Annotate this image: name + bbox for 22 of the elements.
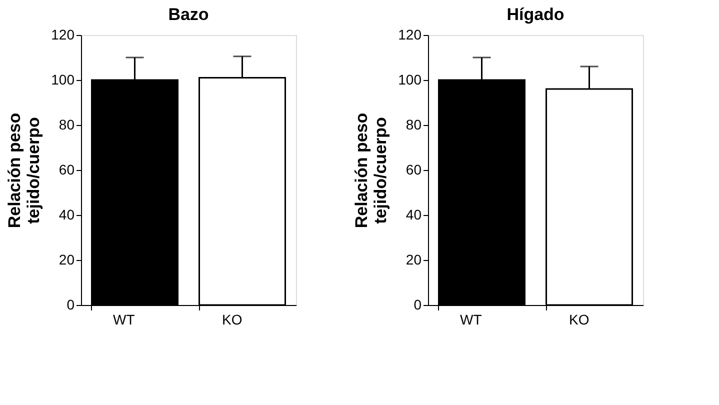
y-tick-label: 80 — [406, 116, 422, 132]
x-tick-label: KO — [222, 312, 242, 328]
x-tick-label: WT — [460, 312, 482, 328]
chart-title: Bazo — [168, 5, 209, 24]
y-tick-label: 20 — [58, 252, 75, 268]
y-tick-label: 80 — [58, 116, 75, 132]
y-tick-label: 60 — [406, 162, 422, 178]
y-tick-label: 0 — [414, 296, 422, 312]
y-tick-label: 40 — [406, 206, 422, 222]
y-tick-label: 120 — [51, 26, 75, 42]
x-tick-label: KO — [569, 312, 590, 328]
y-tick-label: 60 — [58, 162, 75, 178]
y-tick-label: 120 — [398, 26, 422, 42]
y-axis-title: Relación peso tejido/cuerpo — [352, 112, 390, 228]
chart-title: Hígado — [506, 5, 564, 24]
y-tick-label: 100 — [51, 72, 75, 88]
y-axis-title: Relación peso tejido/cuerpo — [5, 112, 44, 228]
y-tick-label: 40 — [58, 206, 75, 222]
x-tick-label: WT — [112, 312, 136, 328]
y-tick-label: 100 — [398, 72, 422, 88]
y-tick-label: 20 — [406, 252, 422, 268]
y-tick-label: 0 — [66, 296, 75, 312]
